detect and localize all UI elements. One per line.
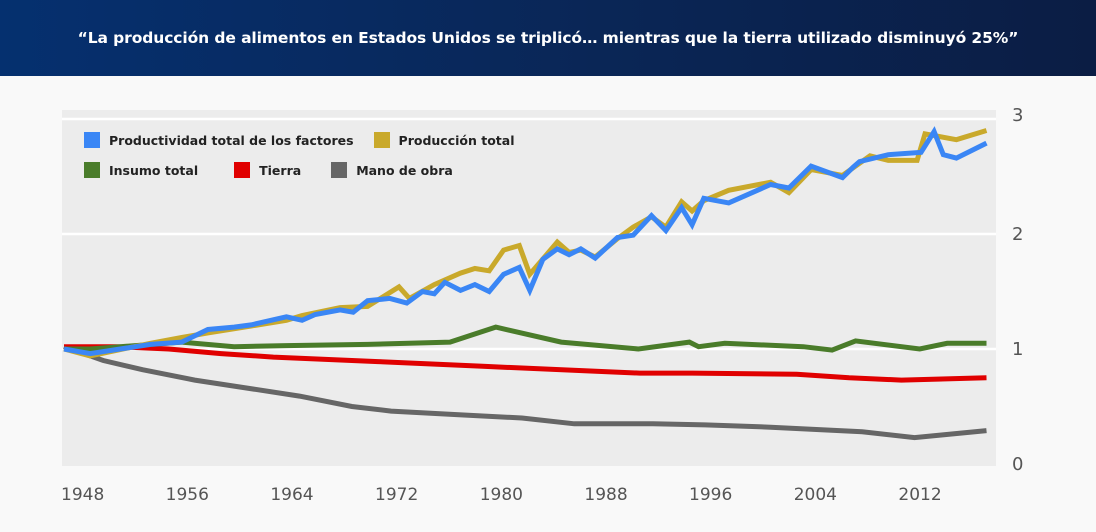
series-line-tierra: [64, 344, 987, 383]
x-tick-label: 1972: [375, 485, 418, 505]
y-tick-label: 1: [1012, 339, 1023, 360]
legend-swatch: [84, 132, 100, 148]
x-tick-label: 2012: [898, 485, 941, 505]
series-lines: [63, 126, 988, 441]
legend-label: Tierra: [259, 162, 302, 178]
y-tick-label: 3: [1012, 105, 1023, 126]
legend-item-output: Producción total: [373, 132, 515, 148]
header-banner: “La producción de alimentos en Estados U…: [0, 0, 1096, 76]
x-tick-label: 1980: [480, 485, 523, 505]
x-tick-label: 2004: [794, 485, 837, 505]
x-tick-label: 1996: [689, 485, 732, 505]
x-axis: 1948 1956 1964 1972 1980 1988 1996 2004 2012: [61, 485, 942, 505]
legend-swatch: [331, 162, 348, 178]
legend: Productividad total de los factores Prod…: [84, 130, 535, 190]
legend-label: Mano de obra: [356, 162, 453, 178]
x-tick-label: 1956: [166, 485, 209, 505]
x-tick-label: 1964: [270, 485, 313, 505]
y-tick-label: 2: [1012, 224, 1023, 245]
series-line-mano-de-obra: [63, 344, 987, 441]
chart-title: “La producción de alimentos en Estados U…: [77, 29, 1019, 47]
x-tick-label: 1948: [61, 485, 104, 505]
legend-swatch: [373, 132, 390, 148]
series-line-insumo-total: [64, 324, 987, 353]
x-tick-label: 1988: [584, 485, 627, 505]
legend-item-land: Tierra: [234, 162, 301, 178]
series-line-productividad-total-de-los-factores: [63, 126, 988, 357]
y-axis: 0 1 2 3: [1012, 105, 1023, 475]
y-tick-label: 0: [1012, 454, 1023, 475]
legend-item-input: Insumo total: [84, 162, 198, 178]
legend-item-tfp: Productividad total de los factores: [84, 132, 354, 148]
legend-swatch: [84, 162, 100, 178]
legend-swatch: [234, 162, 251, 178]
legend-item-labor: Mano de obra: [331, 162, 453, 178]
legend-label: Producción total: [398, 132, 515, 148]
legend-label: Productividad total de los factores: [109, 132, 354, 148]
legend-label: Insumo total: [109, 162, 199, 178]
